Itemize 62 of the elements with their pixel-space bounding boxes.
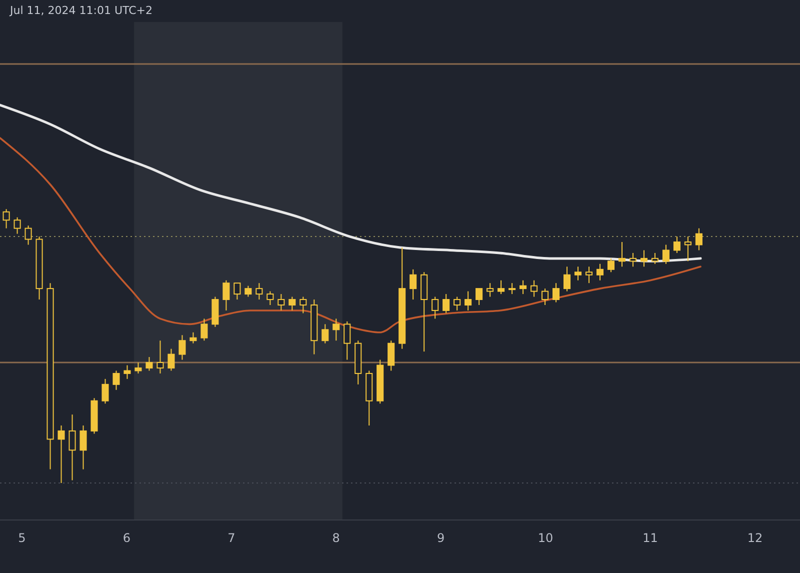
candlestick: [288, 296, 296, 311]
candlestick: [520, 280, 527, 295]
candlestick: [585, 266, 593, 284]
candlestick: [454, 296, 461, 311]
candlestick: [168, 348, 175, 372]
candlestick: [332, 318, 340, 342]
candlestick: [80, 424, 87, 470]
candlestick: [388, 340, 395, 372]
candlestick: [673, 236, 680, 254]
candlestick: [542, 288, 549, 306]
candlestick: [278, 294, 285, 311]
x-tick-label: 8: [332, 531, 340, 545]
candlestick: [2, 208, 10, 229]
x-tick-label: 11: [642, 531, 658, 545]
candlestick: [14, 216, 21, 234]
candlestick: [200, 318, 208, 342]
x-tick-label: 5: [18, 531, 26, 545]
candlestick: [178, 334, 186, 360]
candlestick: [486, 282, 494, 298]
candlestick: [58, 424, 65, 484]
candlestick: [651, 252, 658, 264]
candlestick: [530, 280, 538, 298]
candlestick: [112, 370, 120, 390]
text: Jul 11, 2024 11:01 UTC+2: [9, 4, 152, 17]
candlestick: [134, 362, 142, 374]
candlestick: [190, 332, 197, 344]
candlestick: [618, 242, 626, 268]
candlestick: [410, 268, 417, 300]
x-tick-label: 6: [122, 531, 131, 545]
candlestick: [124, 364, 131, 380]
candlestick: [266, 290, 274, 306]
candlestick: [234, 282, 241, 300]
x-tick-label: 9: [437, 531, 445, 545]
candlestick: [574, 266, 582, 281]
candlestick: [552, 282, 560, 303]
candlestick: [222, 280, 230, 311]
candlestick: [102, 378, 109, 404]
candlestick: [322, 324, 329, 344]
candlestick: [442, 294, 450, 314]
candlestick: [156, 340, 164, 374]
candlestick: [300, 296, 307, 314]
candlestick: [476, 288, 483, 306]
candlestick: [432, 296, 439, 320]
candlestick: [640, 250, 648, 268]
candlestick: [146, 356, 153, 372]
x-tick-label: 12: [747, 531, 763, 545]
x-tick-label: 10: [538, 531, 554, 545]
candlestick: [662, 244, 670, 264]
candlestick: [68, 414, 76, 481]
candlestick: [684, 236, 692, 262]
candlestick: [508, 282, 516, 295]
candlestick: [596, 263, 604, 281]
candlestick: [244, 285, 252, 298]
candlestick: [498, 280, 505, 295]
x-tick-label: 7: [228, 531, 236, 545]
candlestick: [695, 228, 702, 251]
candlestick: [256, 282, 263, 300]
candlestick: [607, 258, 615, 273]
candlestick: [464, 290, 472, 311]
candlestick: [629, 252, 637, 268]
candlestick: [563, 266, 571, 292]
candlestick: [24, 225, 32, 246]
